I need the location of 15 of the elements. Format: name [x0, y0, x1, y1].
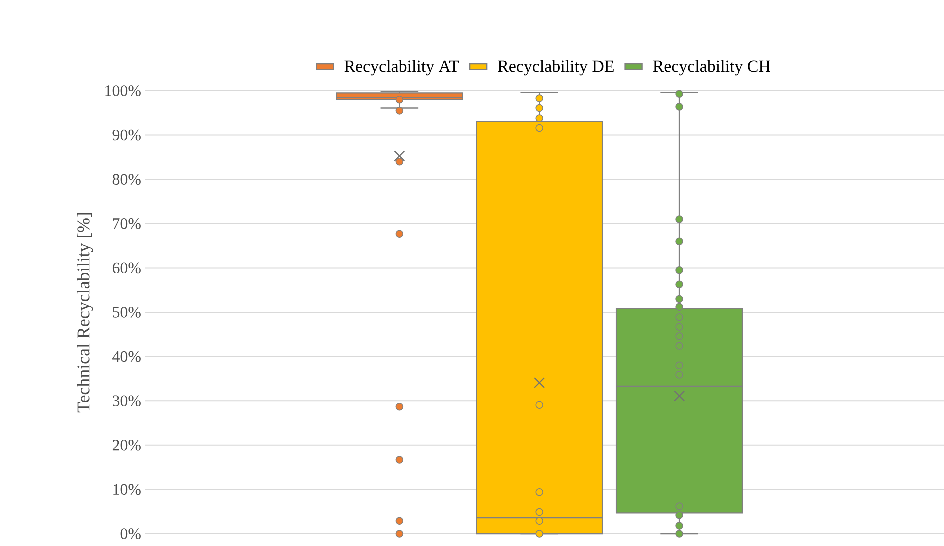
y-tick-label: 80%: [112, 174, 141, 185]
y-tick-label: 60%: [112, 262, 141, 274]
y-axis-title: Technical Recyclability [%]: [77, 213, 94, 413]
y-tick-label: 40%: [112, 351, 141, 362]
legend-label: Recyclability AT: [344, 60, 460, 76]
y-tick-label: 70%: [113, 218, 141, 230]
y-tick-label: 90%: [112, 130, 141, 141]
y-tick-label: 100%: [106, 86, 141, 96]
y-tick-label: 0%: [120, 528, 141, 540]
legend-label: Recyclability CH: [653, 60, 770, 76]
y-tick-label: 20%: [112, 440, 141, 451]
legend-label: Recyclability DE: [498, 60, 614, 76]
y-tick-label: 30%: [113, 396, 141, 406]
y-tick-label: 50%: [113, 307, 141, 318]
y-tick-label: 10%: [114, 484, 141, 496]
